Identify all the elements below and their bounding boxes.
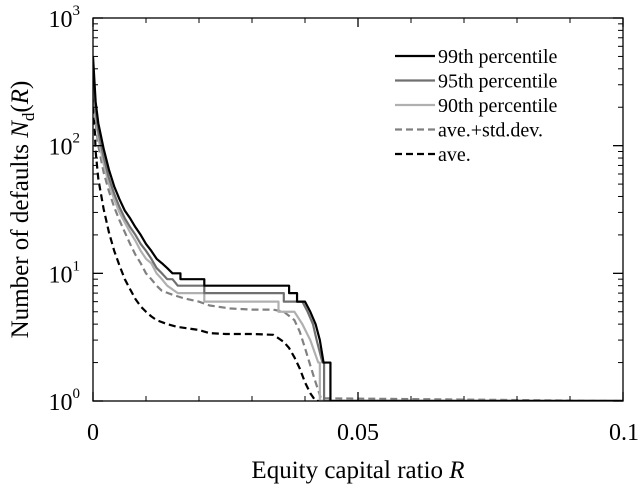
y-tick-label: 100 <box>49 386 81 416</box>
y-tick-label: 103 <box>49 3 81 33</box>
series-line-0 <box>93 56 623 401</box>
series-line-2 <box>93 66 623 401</box>
y-tick-label: 101 <box>49 258 81 288</box>
legend-label-1: 95th percentile <box>438 71 558 93</box>
tick-layer: 0 0.05 0.1 100 101 102 103 <box>49 3 640 446</box>
series-line-4 <box>93 84 623 401</box>
x-tick-label: 0.1 <box>609 420 639 446</box>
legend-label-2: 90th percentile <box>438 95 558 117</box>
x-tick-label: 0.05 <box>337 420 379 446</box>
x-axis-label: Equity capital ratio R <box>251 457 464 484</box>
series-line-3 <box>93 68 623 401</box>
y-tick-label: 102 <box>49 131 81 161</box>
legend-label-0: 99th percentile <box>438 46 558 68</box>
x-tick-label: 0 <box>87 420 99 446</box>
series-layer <box>93 56 623 401</box>
legend-label-4: ave. <box>438 144 471 166</box>
series-line-1 <box>93 62 623 401</box>
legend-label-3: ave.+std.dev. <box>438 120 543 142</box>
y-axis-label: Number of defaults Nd(R) <box>7 81 38 339</box>
